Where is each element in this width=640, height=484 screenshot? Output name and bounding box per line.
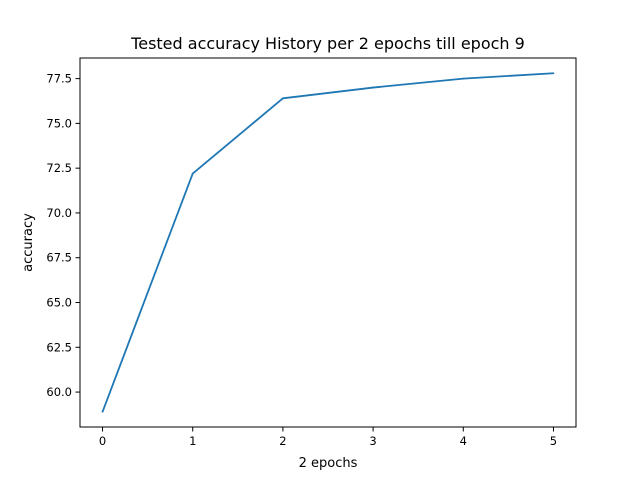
data-point	[101, 410, 104, 413]
y-tick-label: 60.0	[46, 385, 72, 399]
data-point	[372, 86, 374, 89]
y-axis-ticks: 60.0 62.5 65.0 67.5 70.0 72.5 75.0 77.5	[46, 72, 80, 399]
x-tick-label: 3	[369, 434, 376, 448]
y-tick-label: 75.0	[46, 116, 72, 130]
x-tick-label: 2	[279, 434, 286, 448]
x-tick-label: 1	[189, 434, 196, 448]
y-tick-label: 62.5	[46, 340, 72, 354]
x-tick-label: 0	[99, 434, 106, 448]
data-point	[462, 77, 465, 80]
y-tick-label: 72.5	[46, 161, 72, 175]
series-line	[101, 72, 554, 413]
x-axis-label: 2 epochs	[299, 456, 358, 471]
x-axis-ticks: 0 1 2 3 4 5	[99, 427, 557, 448]
y-axis-label: accuracy	[21, 213, 36, 272]
series-layer	[101, 72, 555, 413]
data-point	[191, 172, 194, 175]
x-tick-label: 5	[550, 434, 557, 448]
y-tick-label: 67.5	[46, 251, 72, 265]
y-tick-label: 77.5	[46, 72, 72, 86]
data-point	[282, 97, 284, 100]
x-tick-label: 4	[460, 434, 467, 448]
y-tick-label: 65.0	[46, 296, 72, 310]
chart-title: Tested accuracy History per 2 epochs til…	[130, 34, 525, 53]
data-point	[552, 72, 555, 75]
plot-frame	[79, 57, 577, 428]
y-tick-label: 70.0	[46, 206, 72, 220]
